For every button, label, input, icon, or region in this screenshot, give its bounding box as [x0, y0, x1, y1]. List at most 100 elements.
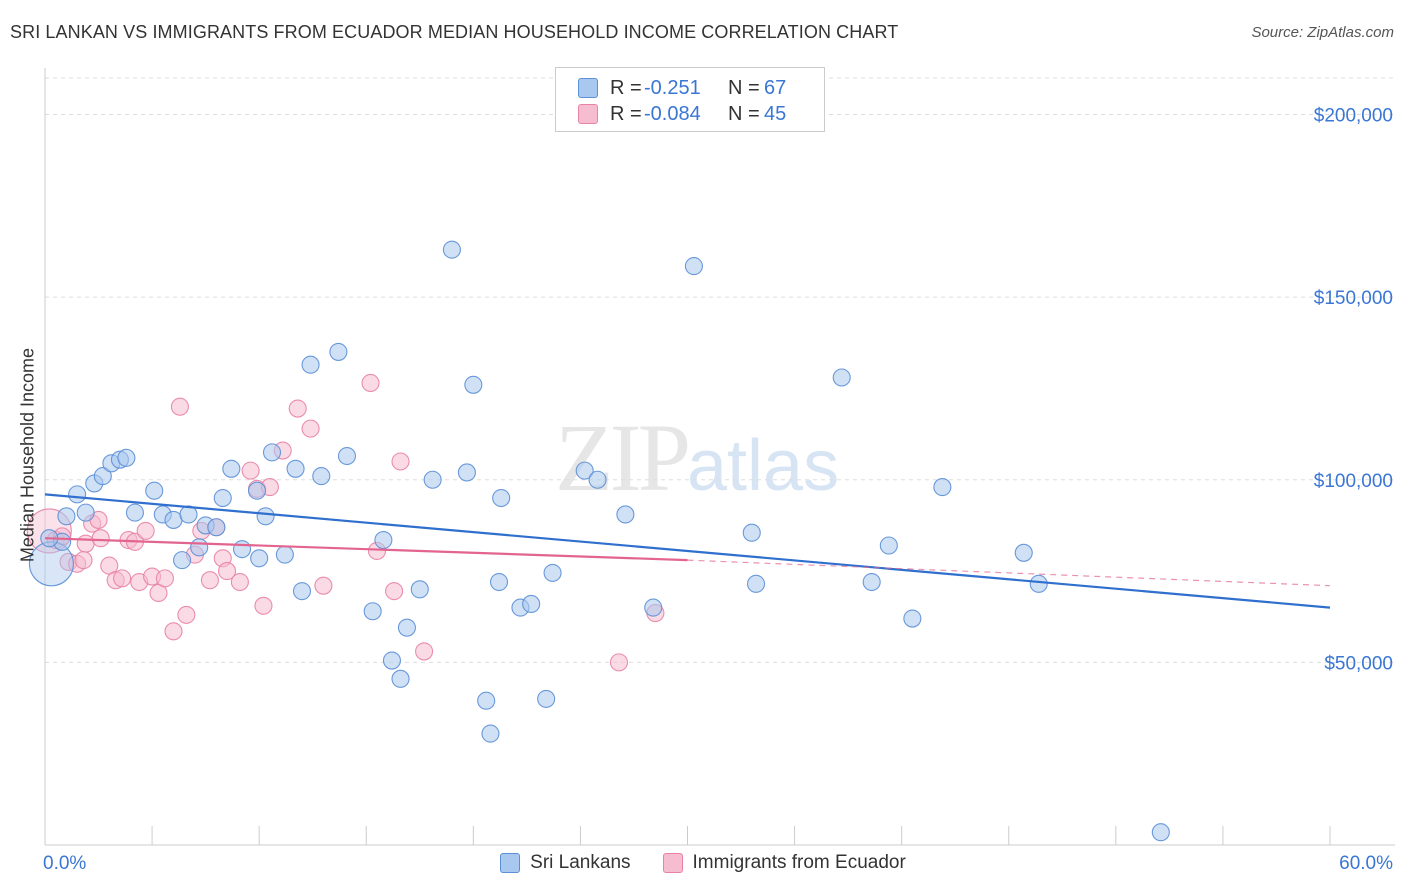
sri-lankan-point [423, 470, 442, 489]
sri-lankan-point [397, 618, 416, 637]
legend-row-sri-lankans: R = -0.251 N = 67 [578, 76, 786, 100]
sri-lankan-point [125, 503, 144, 522]
correlation-legend: R = -0.251 N = 67 R = -0.084 N = 45 [555, 67, 825, 132]
ecuador-point [136, 521, 155, 540]
sri-lankan-point [76, 503, 95, 522]
sri-lankan-point [616, 505, 635, 524]
sri-lankan-point [575, 461, 594, 480]
sri-lankan-point [410, 580, 429, 599]
sri-lankan-point [464, 375, 483, 394]
y-tick-label: $200,000 [1314, 106, 1393, 127]
r-label: R = [610, 102, 642, 125]
x-tick-label: 60.0% [1339, 853, 1393, 874]
ecuador-point [74, 551, 93, 570]
sri-lankan-point [164, 510, 183, 529]
sri-lankan-point [250, 549, 269, 568]
n-label: N = [728, 76, 760, 99]
ecuador-point [113, 569, 132, 588]
sri-lankan-point [489, 572, 509, 592]
y-tick-label: $50,000 [1324, 653, 1393, 674]
ecuador-point [385, 582, 404, 601]
ecuador-trendline [44, 537, 688, 562]
sri-lankan-point [145, 481, 164, 500]
x-tick-label: 0.0% [43, 853, 86, 874]
sri-lankan-point [1014, 543, 1033, 562]
ecuador-point [609, 653, 629, 672]
sri-lankan-point [222, 459, 241, 478]
r-value: -0.251 [644, 76, 701, 99]
ecuador-point [301, 419, 320, 438]
sri-lankan-point [588, 470, 607, 489]
y-tick-label: $150,000 [1314, 288, 1393, 309]
source-credit: Source: ZipAtlas.com [1251, 24, 1394, 41]
ecuador-point [200, 571, 219, 590]
legend-item-sri-lankans: Sri Lankans [500, 852, 631, 874]
sri-lankan-point [337, 446, 357, 466]
sri-lankan-point [492, 488, 511, 508]
legend-label: Immigrants from Ecuador [692, 852, 906, 873]
sri-lankan-point [117, 448, 136, 467]
ecuador-point [288, 399, 307, 418]
sri-lankan-point [57, 507, 76, 526]
sri-lankan-point [457, 463, 476, 482]
sri-lankan-point [363, 602, 382, 621]
ecuador-point [217, 562, 237, 581]
sri-lankan-point [684, 257, 703, 276]
sri-lankan-point [537, 689, 556, 708]
sri-lankan-point [382, 651, 402, 670]
ecuador-point [76, 534, 95, 553]
sri-lankan-point [477, 691, 496, 710]
sri-lankan-trendline [44, 493, 1331, 609]
sri-lankan-point [301, 355, 320, 374]
sri-lankan-point [903, 609, 922, 628]
chart-title: SRI LANKAN VS IMMIGRANTS FROM ECUADOR ME… [10, 22, 899, 42]
watermark: ZIPatlas [555, 402, 839, 513]
sri-lankan-point [173, 551, 192, 570]
blue-swatch-icon [500, 853, 521, 873]
ecuador-point [241, 461, 260, 480]
sri-lankan-point [213, 488, 232, 508]
sri-lankan-point [312, 467, 331, 486]
legend-label: Sri Lankans [530, 852, 631, 873]
ecuador-point [415, 642, 434, 661]
ecuador-point [254, 596, 273, 615]
n-value: 67 [764, 76, 787, 99]
pink-swatch-icon [662, 853, 683, 873]
sri-lankan-point [286, 459, 305, 478]
sri-lankan-point [262, 443, 282, 462]
sri-lankan-point [522, 594, 541, 613]
ecuador-point [170, 397, 189, 416]
y-axis-label: Median Household Income [17, 347, 38, 563]
r-value: -0.084 [644, 102, 701, 125]
sri-lankan-point [232, 540, 252, 559]
ecuador-point [361, 373, 380, 393]
sri-lankan-point [68, 485, 87, 504]
r-label: R = [610, 76, 642, 99]
sri-lankan-point [543, 563, 562, 582]
series-legend: Sri Lankans Immigrants from Ecuador [0, 852, 1406, 874]
ecuador-point [391, 452, 410, 471]
ecuador-point [314, 576, 333, 595]
ecuador-point [230, 572, 249, 592]
sri-lankan-point [391, 669, 410, 688]
sri-lankan-point [1029, 574, 1048, 593]
sri-lankan-point [329, 342, 348, 361]
n-value: 45 [764, 102, 787, 125]
legend-row-ecuador: R = -0.084 N = 45 [578, 102, 786, 126]
watermark-atlas: atlas [687, 426, 840, 506]
sri-lankan-point [374, 530, 393, 550]
ecuador-trendline-extension [687, 559, 1331, 587]
blue-swatch-icon [578, 78, 598, 98]
sri-lankan-point [292, 582, 312, 601]
sri-lankan-point [644, 598, 663, 617]
sri-lankan-point [746, 574, 766, 593]
sri-lankan-point [862, 572, 881, 592]
sri-lankan-point [879, 536, 898, 555]
legend-item-ecuador: Immigrants from Ecuador [662, 852, 906, 874]
sri-lankan-point [832, 368, 851, 387]
pink-swatch-icon [578, 104, 598, 124]
ecuador-point [155, 569, 174, 588]
n-label: N = [728, 102, 760, 125]
sri-lankan-point [442, 240, 461, 259]
